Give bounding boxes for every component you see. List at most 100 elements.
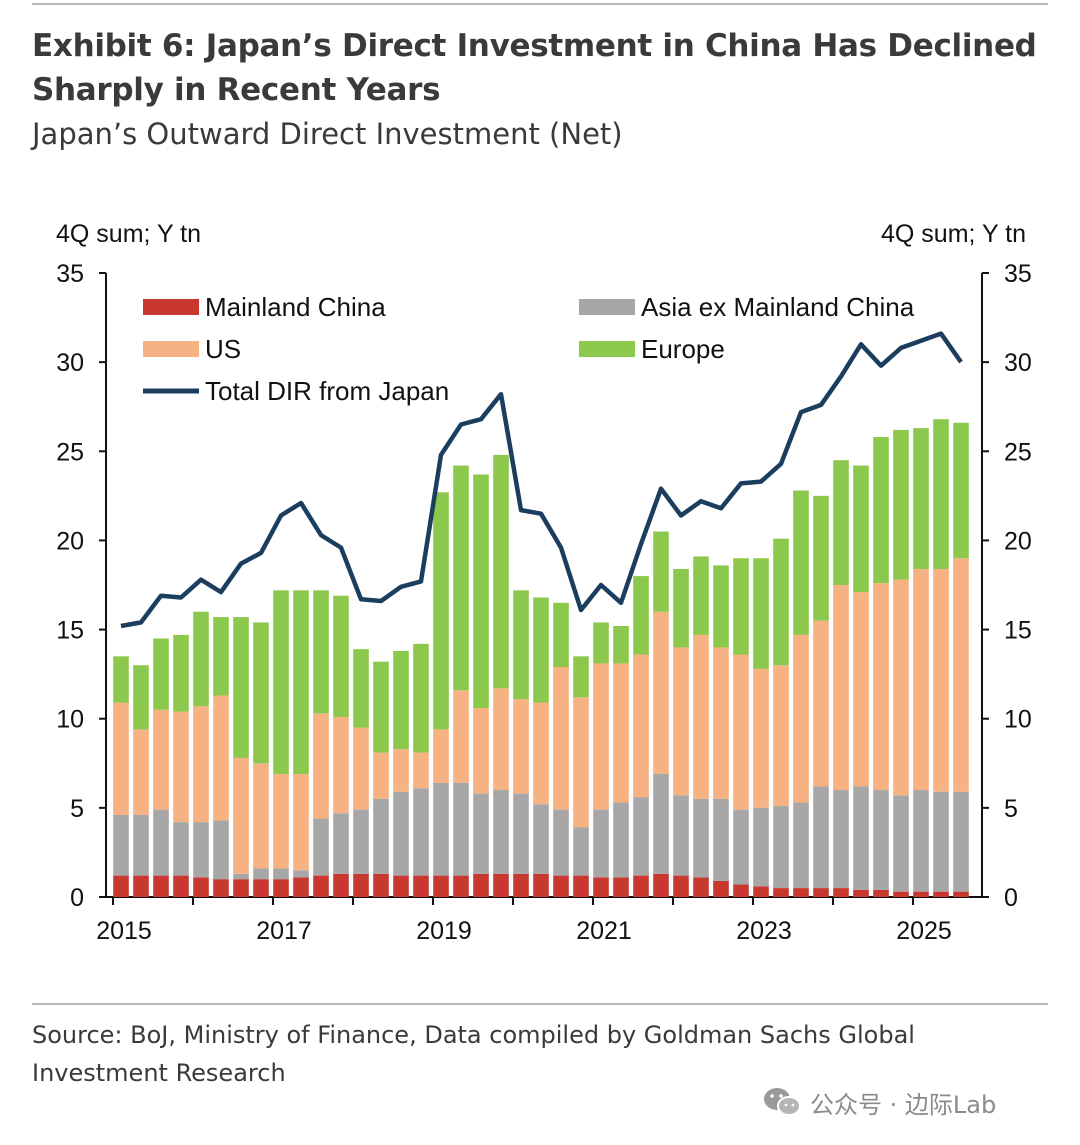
bar-us (913, 568, 929, 791)
bar-asia-ex-mainland-china (853, 786, 869, 890)
bar-mainland-china (353, 873, 369, 897)
bar-asia-ex-mainland-china (913, 790, 929, 892)
bar-europe (633, 576, 649, 655)
bar-europe (773, 538, 789, 666)
bar-mainland-china (933, 891, 949, 897)
bar-asia-ex-mainland-china (193, 822, 209, 878)
bar-asia-ex-mainland-china (633, 797, 649, 876)
y-tick-label-left: 5 (70, 795, 84, 823)
bar-europe (513, 590, 529, 700)
bottom-rule (32, 1003, 1048, 1005)
bar-us (153, 709, 169, 810)
bar-asia-ex-mainland-china (173, 822, 189, 876)
bar-europe (333, 595, 349, 717)
bar-asia-ex-mainland-china (653, 773, 669, 874)
bar-asia-ex-mainland-china (453, 782, 469, 876)
bar-mainland-china (293, 877, 309, 897)
y-tick-label-left: 35 (56, 260, 84, 288)
total-line (120, 331, 963, 629)
bar-us (933, 568, 949, 792)
bar-mainland-china (733, 884, 749, 897)
bar-europe (193, 611, 209, 707)
bar-mainland-china (513, 873, 529, 897)
legend-label-europe: Europe (641, 334, 725, 364)
bar-asia-ex-mainland-china (553, 809, 569, 876)
bar-asia-ex-mainland-china (613, 802, 629, 878)
legend: Mainland China Asia ex Mainland China US Eu… (143, 292, 915, 406)
bar-europe (433, 492, 449, 730)
bar-mainland-china (593, 877, 609, 897)
bar-us (413, 752, 429, 789)
bar-mainland-china (253, 879, 269, 897)
bar-europe (533, 597, 549, 703)
legend-label-us: US (205, 334, 241, 364)
bar-europe (413, 643, 429, 753)
bar-us (633, 654, 649, 798)
bar-mainland-china (693, 877, 709, 897)
bar-mainland-china (613, 877, 629, 897)
y-axis-unit-left: 4Q sum; Y tn (56, 220, 201, 248)
y-tick-label-left: 0 (70, 884, 84, 912)
bar-us (953, 558, 969, 792)
bar-us (253, 763, 269, 869)
bar-asia-ex-mainland-china (593, 809, 609, 878)
bar-us (473, 708, 489, 794)
bar-europe (453, 465, 469, 691)
legend-swatch-mainland-china (143, 299, 199, 315)
y-tick-label-right: 5 (1004, 795, 1018, 823)
x-tick-label: 2019 (416, 917, 472, 945)
bar-us (353, 727, 369, 810)
bar-asia-ex-mainland-china (313, 818, 329, 876)
y-tick-label-left: 20 (56, 527, 84, 555)
bar-asia-ex-mainland-china (953, 791, 969, 892)
bar-mainland-china (333, 873, 349, 897)
bar-asia-ex-mainland-china (433, 782, 449, 876)
bar-us (653, 611, 669, 774)
bar-europe (713, 565, 729, 648)
x-tick-label: 2017 (256, 917, 312, 945)
bar-mainland-china (433, 875, 449, 897)
bar-europe (853, 465, 869, 593)
bar-mainland-china (793, 888, 809, 897)
bar-mainland-china (913, 891, 929, 897)
bar-us (393, 749, 409, 792)
x-tick-label: 2023 (736, 917, 792, 945)
bar-us (113, 702, 129, 815)
legend-label-mainland-china: Mainland China (205, 292, 386, 322)
bar-mainland-china (213, 879, 229, 897)
bar-mainland-china (773, 888, 789, 897)
bar-europe (313, 590, 329, 714)
bar-mainland-china (633, 875, 649, 897)
bar-asia-ex-mainland-china (353, 809, 369, 874)
bar-europe (113, 656, 129, 703)
bar-mainland-china (653, 873, 669, 897)
bar-us (513, 699, 529, 794)
y-tick-label-left: 15 (56, 617, 84, 645)
bar-us (453, 690, 469, 783)
bar-mainland-china (813, 888, 829, 897)
bar-europe (933, 419, 949, 569)
bar-europe (673, 568, 689, 648)
bar-mainland-china (853, 889, 869, 897)
bar-us (553, 667, 569, 810)
y-axis-unit-right: 4Q sum; Y tn (881, 220, 1026, 248)
bar-europe (213, 617, 229, 696)
bar-asia-ex-mainland-china (213, 820, 229, 880)
bar-asia-ex-mainland-china (933, 791, 949, 892)
bar-us (373, 752, 389, 799)
bar-mainland-china (713, 880, 729, 897)
bar-mainland-china (893, 891, 909, 897)
bar-mainland-china (373, 873, 389, 897)
bar-us (873, 583, 889, 791)
y-tick-label-left: 25 (56, 438, 84, 466)
y-tick-label-left: 10 (56, 706, 84, 734)
bar-europe (393, 650, 409, 750)
bar-asia-ex-mainland-china (253, 868, 269, 880)
bar-europe (273, 590, 289, 774)
bar-asia-ex-mainland-china (733, 809, 749, 885)
y-tick-label-right: 10 (1004, 706, 1032, 734)
bar-asia-ex-mainland-china (373, 798, 389, 874)
legend-swatch-us (143, 341, 199, 357)
bar-mainland-china (873, 889, 889, 897)
